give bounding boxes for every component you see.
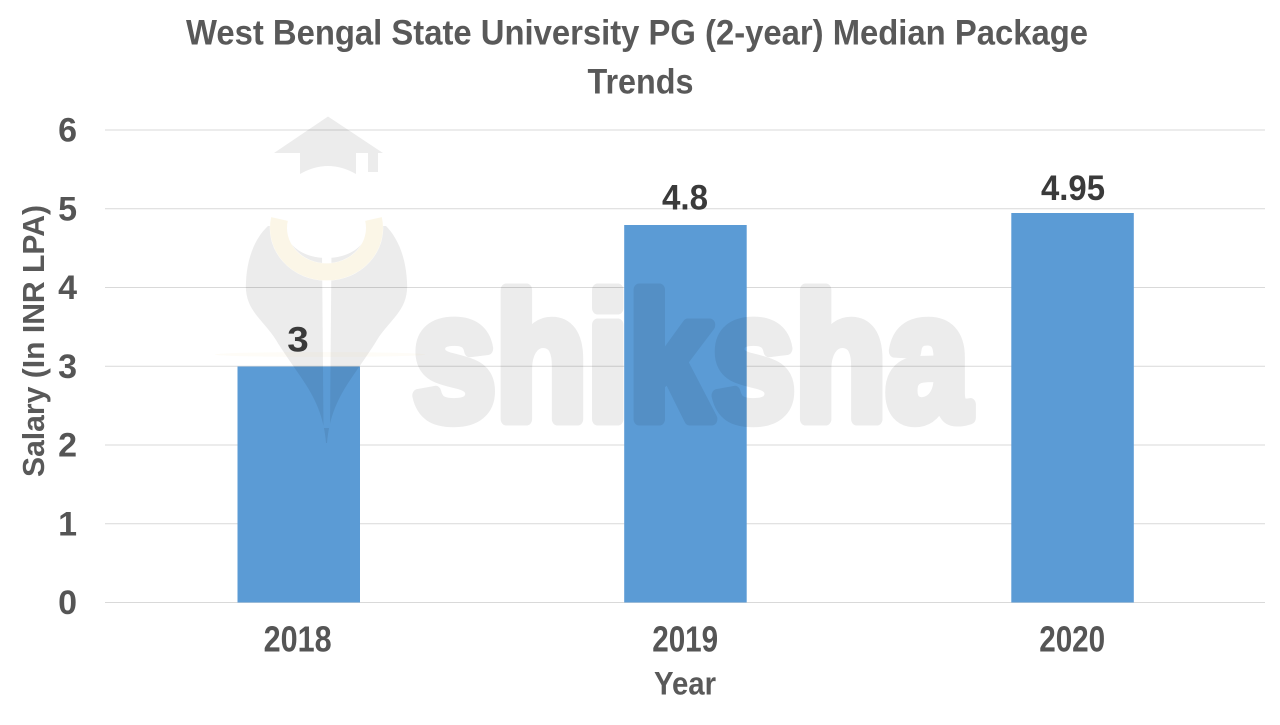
svg-text:4: 4	[58, 269, 77, 307]
svg-text:Trends: Trends	[588, 63, 694, 102]
svg-text:West Bengal State University P: West Bengal State University PG (2-year)…	[186, 14, 1088, 53]
svg-text:2019: 2019	[652, 619, 718, 660]
svg-text:3: 3	[58, 348, 77, 386]
svg-text:Year: Year	[654, 666, 716, 702]
svg-text:3: 3	[287, 321, 309, 360]
svg-text:4.8: 4.8	[662, 178, 708, 217]
svg-text:shiksha: shiksha	[413, 258, 972, 457]
svg-text:1: 1	[58, 506, 77, 544]
svg-text:2: 2	[58, 427, 77, 465]
svg-text:Salary (In INR LPA): Salary (In INR LPA)	[16, 205, 51, 477]
svg-text:5: 5	[58, 191, 77, 229]
svg-text:0: 0	[58, 584, 77, 622]
svg-text:2020: 2020	[1039, 619, 1105, 660]
svg-text:2018: 2018	[264, 619, 332, 660]
svg-text:4.95: 4.95	[1041, 169, 1105, 208]
svg-text:6: 6	[58, 112, 77, 150]
